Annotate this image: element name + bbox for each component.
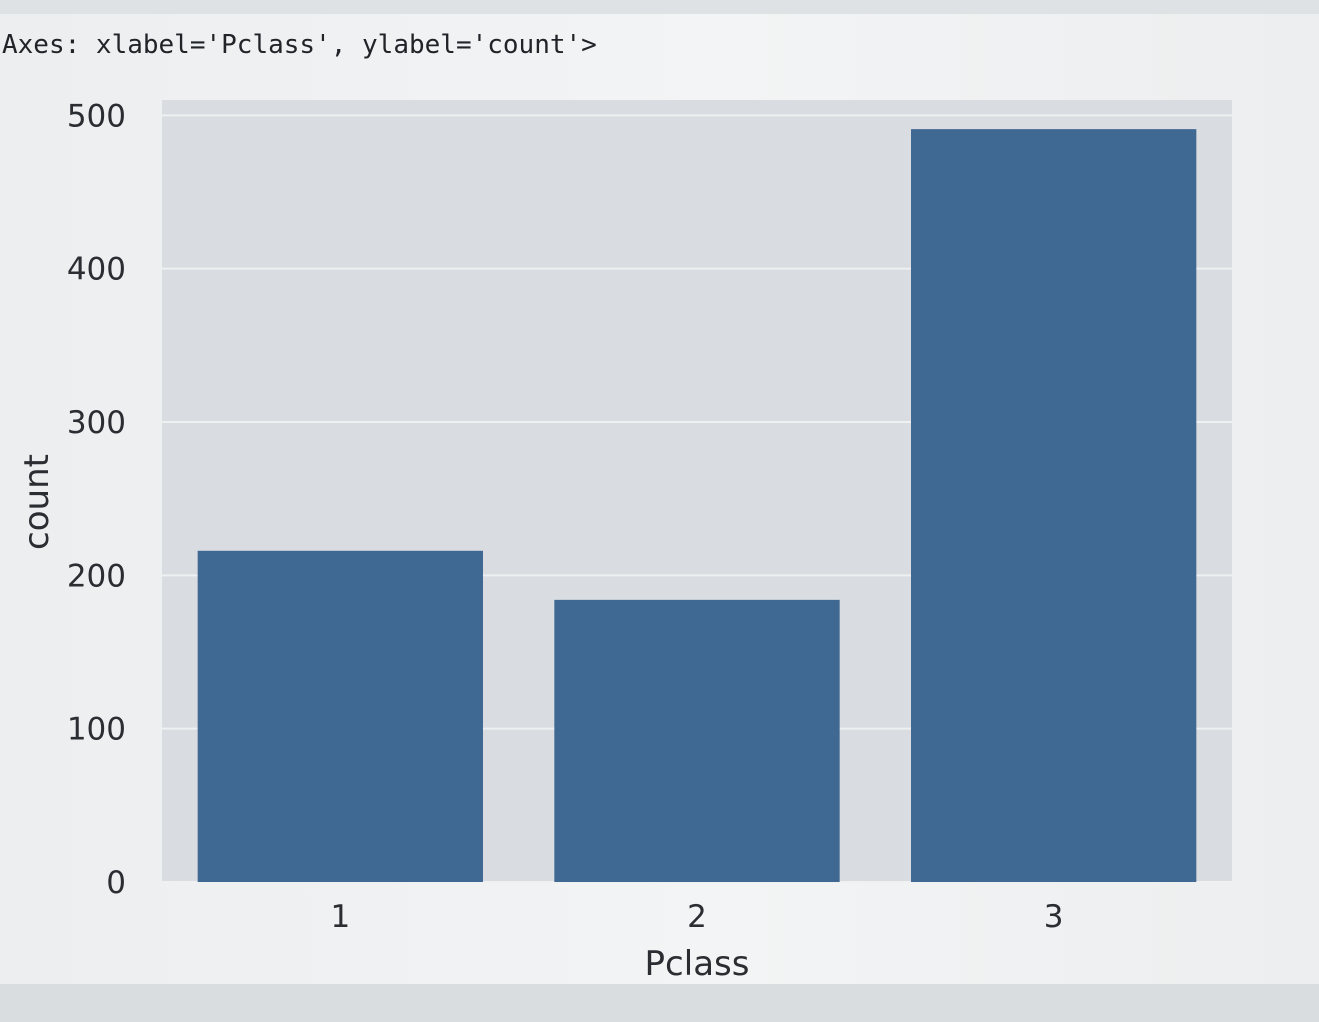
x-tick-label-1: 1: [330, 899, 350, 935]
y-tick-labels: 0 100 200 300 400 500: [67, 98, 126, 901]
y-tick-label-200: 200: [67, 558, 126, 594]
y-tick-label-400: 400: [67, 252, 126, 288]
bar-pclass-3: [911, 129, 1197, 883]
y-tick-label-100: 100: [67, 712, 126, 748]
y-tick-label-300: 300: [67, 405, 126, 441]
y-tick-label-500: 500: [67, 98, 126, 134]
axes-repr-text: Axes: xlabel='Pclass', ylabel='count'>: [2, 30, 597, 60]
y-tick-label-0: 0: [106, 865, 126, 901]
x-axis-label: Pclass: [645, 944, 750, 984]
cell-top-border: [0, 0, 1319, 14]
x-tick-label-3: 3: [1044, 899, 1064, 935]
bars: [197, 129, 1197, 883]
bar-pclass-1: [197, 550, 483, 882]
x-tick-label-2: 2: [687, 899, 707, 935]
x-tick-labels: 1 2 3: [330, 899, 1063, 935]
y-axis-label: count: [17, 454, 57, 550]
bar-pclass-2: [554, 599, 840, 882]
cell-bottom-border: [0, 984, 1319, 1022]
